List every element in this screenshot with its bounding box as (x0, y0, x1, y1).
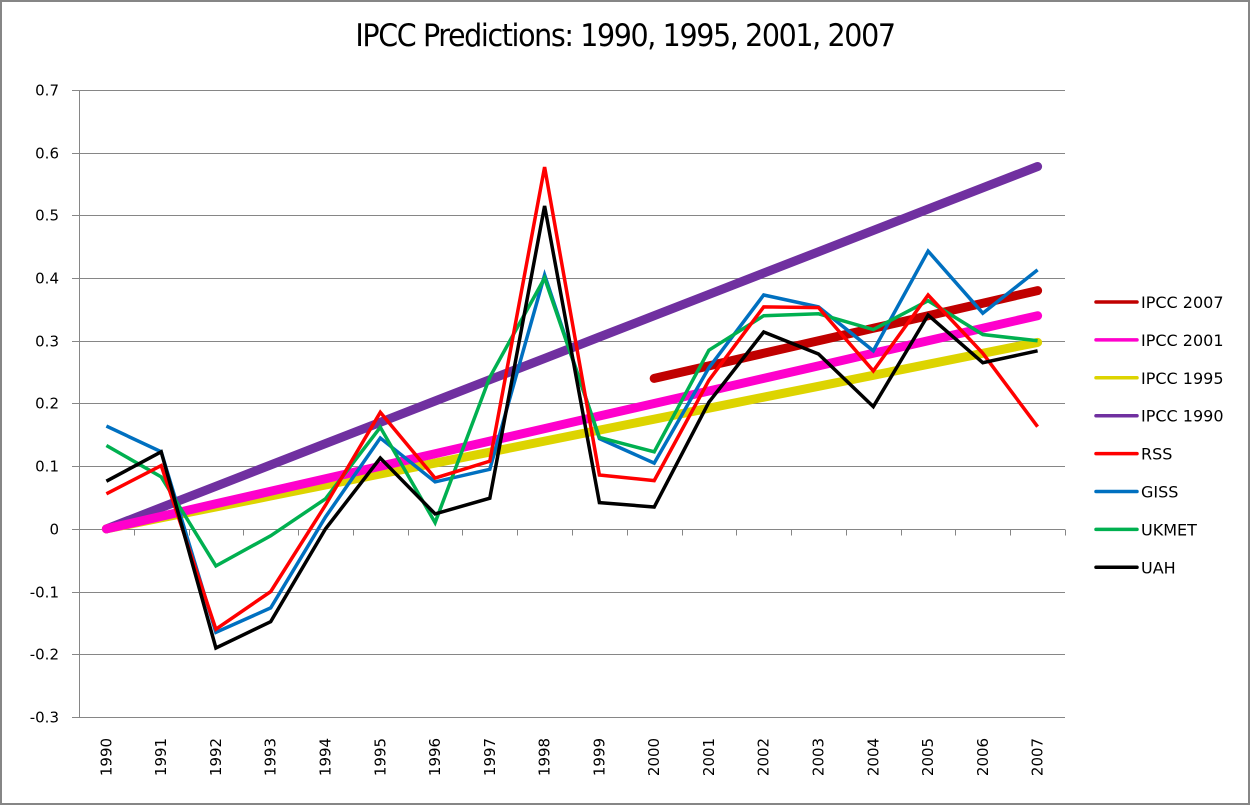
series-lines (101, 162, 1043, 651)
legend: IPCC 2007 IPCC 2001 IPCC 1995 IPCC 1990 RSS G… (1094, 293, 1224, 577)
series-line-ipcc-2001 (101, 311, 1043, 534)
legend-label: UKMET (1141, 520, 1197, 539)
x-tick-label: 2002 (755, 738, 773, 776)
legend-label: IPCC 2001 (1141, 331, 1224, 350)
x-tick-label: 1994 (317, 738, 335, 776)
x-tick-label: 1995 (371, 738, 389, 776)
legend-label: IPCC 2007 (1141, 293, 1224, 312)
x-tick-label: 2006 (974, 738, 992, 776)
y-tick-label: 0.1 (35, 458, 59, 476)
x-tick-label: 2003 (810, 738, 828, 776)
y-tick-label: 0.7 (35, 82, 59, 100)
y-tick-label: 0 (49, 521, 59, 539)
x-tick-label: 1997 (481, 738, 499, 776)
y-tick-label: 0.6 (35, 145, 59, 163)
y-tick-label: -0.2 (30, 646, 59, 664)
legend-label: UAH (1141, 558, 1176, 577)
x-tick-label: 1991 (152, 738, 170, 776)
y-tick-label: -0.1 (30, 584, 59, 602)
y-tick-label: 0.4 (35, 270, 59, 288)
x-tick-label: 1992 (207, 738, 225, 776)
axes: 0.7 0.6 0.5 0.4 0.3 0.2 0.1 0 -0.1 -0.2 -0.3 1990 19… (30, 82, 1066, 776)
legend-label: IPCC 1995 (1141, 369, 1224, 388)
x-tick-label: 1999 (590, 738, 608, 776)
legend-label: IPCC 1990 (1141, 407, 1224, 426)
y-tick-label: 0.5 (35, 207, 59, 225)
series-line-uah (105, 205, 1038, 651)
x-tick-label: 1993 (262, 738, 280, 776)
y-tick-label: 0.2 (35, 395, 59, 413)
series-line-giss (105, 248, 1039, 635)
x-tick-label: 2004 (864, 738, 882, 776)
x-tick-label: 2007 (1029, 738, 1047, 776)
x-tick-label: 2001 (700, 738, 718, 776)
x-tick-label: 1990 (97, 738, 115, 776)
y-tick-label: 0.3 (35, 333, 59, 351)
legend-label: RSS (1141, 445, 1172, 464)
gridlines (72, 90, 1065, 718)
legend-label: GISS (1141, 483, 1178, 502)
x-tick-label: 2005 (919, 738, 937, 776)
chart-title: IPCC Predictions: 1990, 1995, 2001, 2007 (355, 18, 896, 54)
x-tick-label: 1998 (536, 738, 554, 776)
x-tick-label: 2000 (645, 738, 663, 776)
x-tick-label: 1996 (426, 738, 444, 776)
y-tick-label: -0.3 (30, 709, 59, 727)
series-line-rss (105, 166, 1040, 632)
